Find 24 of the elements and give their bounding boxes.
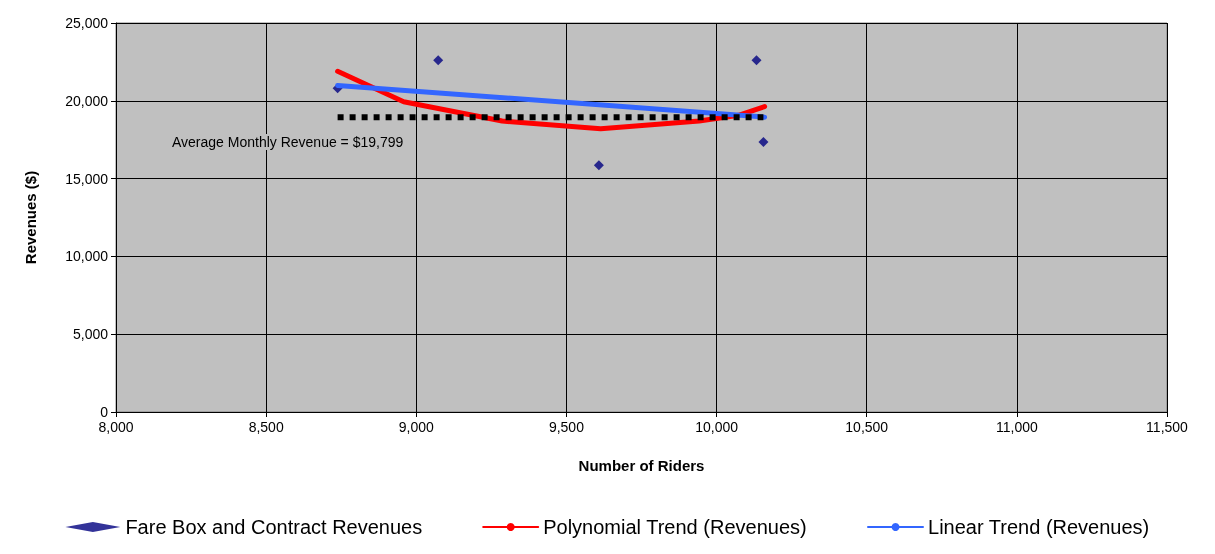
- point: [593, 160, 604, 171]
- x-tick-label: 9,000: [398, 419, 435, 435]
- y-tick-label: 0: [100, 404, 109, 420]
- y-tick-label: 25,000: [65, 15, 109, 31]
- y-axis-title: Revenues ($): [22, 170, 39, 265]
- x-tick-label: 8,500: [248, 419, 284, 435]
- y-tick-label: 20,000: [65, 92, 109, 109]
- legend-label: Fare Box and Contract Revenues: [125, 516, 423, 538]
- annotation: Average Monthly Revenue = $19,799: [172, 134, 404, 150]
- x-axis-title: Number of Riders: [578, 457, 705, 474]
- x-tick-label: 10,500: [845, 419, 889, 435]
- x-tick-label: 10,000: [695, 419, 739, 435]
- y-tick-label: 10,000: [65, 248, 109, 265]
- x-tick-label: 11,500: [1146, 419, 1189, 435]
- x-tick-label: 9,500: [548, 419, 585, 435]
- x-tick-label: 11,000: [995, 419, 1038, 435]
- y-tick-label: 15,000: [65, 170, 109, 187]
- x-tick-label: 8,000: [98, 419, 134, 435]
- legend-label: Polynomial Trend (Revenues): [543, 516, 807, 538]
- point: [433, 55, 444, 66]
- legend-label: Linear Trend (Revenues): [928, 516, 1150, 538]
- y-tick-label: 5,000: [72, 326, 109, 343]
- point: [758, 137, 769, 148]
- point: [751, 55, 762, 66]
